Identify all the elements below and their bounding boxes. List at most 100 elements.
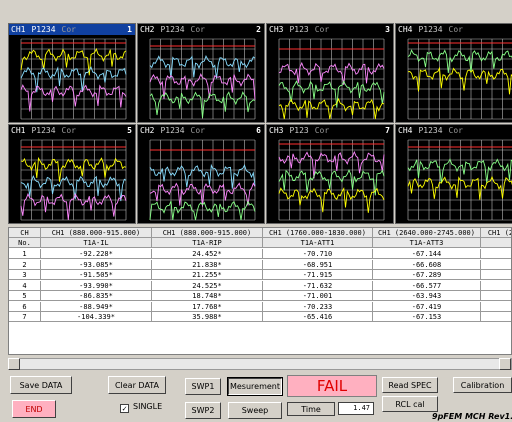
- trace-line: [407, 158, 512, 184]
- table-cell-empty: [481, 259, 511, 270]
- table-cell: 6: [9, 301, 41, 312]
- trace-panel[interactable]: CH3 P123 Cor 7: [266, 124, 394, 224]
- trace-plot: [149, 38, 256, 120]
- table-cell: 17.768*: [152, 301, 263, 312]
- trace-line: [278, 79, 385, 108]
- channel-label: CH4: [398, 25, 413, 34]
- swp1-button[interactable]: SWP1: [185, 378, 221, 395]
- panel-header: CH2 P1234 Cor 6: [138, 125, 264, 136]
- mode-label: Cor: [190, 126, 205, 135]
- trace-line: [407, 49, 512, 74]
- column-subheader: T1A-RIP: [152, 238, 263, 248]
- trace-panel[interactable]: CH4P1234Cor8: [395, 124, 512, 224]
- table-cell: -66.608: [373, 259, 481, 270]
- table-cell: -93.085*: [41, 259, 152, 270]
- table-cell: -66.577: [373, 280, 481, 291]
- scroll-left[interactable]: [8, 358, 20, 370]
- calibration-button[interactable]: Calibration: [453, 377, 512, 393]
- panel-index: 6: [256, 126, 261, 135]
- ports-label: P1234: [418, 25, 443, 34]
- time-label: Time: [287, 402, 335, 416]
- mode-label: Cor: [448, 25, 463, 34]
- result-table: CH CH1 (880.000-915.000) CH1 (880.000-915.…: [8, 227, 512, 355]
- panel-header: CH4P1234Cor4: [396, 24, 512, 35]
- trace-panel[interactable]: CH1 P1234 Cor 5: [8, 124, 136, 224]
- channel-label: CH1: [11, 25, 26, 34]
- table-cell: 24.525*: [152, 280, 263, 291]
- trace-line: [149, 163, 256, 189]
- footer-label: 9pFEM MCH Rev1.0: [432, 412, 512, 421]
- column-header: CH: [9, 228, 41, 238]
- column-header: CH1 (880.000-915.000): [41, 228, 152, 238]
- table-cell: -65.416: [263, 312, 373, 322]
- panel-index: 7: [385, 126, 390, 135]
- mode-label: Cor: [448, 126, 463, 135]
- trace-line: [149, 54, 256, 79]
- table-cell: -67.289: [373, 270, 481, 280]
- mode-label: Cor: [61, 126, 76, 135]
- trace-line: [278, 168, 385, 196]
- swp2-button[interactable]: SWP2: [185, 402, 221, 419]
- panel-header: CH1 P1234 Cor 1: [9, 24, 135, 35]
- trace-line: [149, 182, 256, 207]
- panel-index: 3: [385, 25, 390, 34]
- table-cell: 5: [9, 291, 41, 301]
- clear-button[interactable]: Clear DATA: [108, 376, 166, 394]
- ports-label: P1234: [418, 126, 443, 135]
- single-checkbox[interactable]: ✓: [120, 404, 129, 413]
- column-subheader: T1A-ATT3: [373, 238, 481, 248]
- scroll-right[interactable]: [499, 358, 511, 370]
- mode-label: Cor: [314, 25, 330, 34]
- trace-plot: [20, 38, 127, 120]
- table-cell: -67.419: [373, 301, 481, 312]
- save-button[interactable]: Save DATA: [10, 376, 72, 394]
- table-cell-empty: [481, 249, 511, 259]
- ports-label: P1234: [160, 126, 185, 135]
- mode-label: Cor: [190, 25, 205, 34]
- table-cell: -86.835*: [41, 291, 152, 301]
- trace-panel[interactable]: CH4P1234Cor4: [395, 23, 512, 123]
- table-cell: -71.632: [263, 280, 373, 291]
- sweep-button[interactable]: Sweep: [228, 402, 282, 419]
- trace-plot: [407, 139, 512, 221]
- table-cell: -71.001: [263, 291, 373, 301]
- end-button[interactable]: END: [12, 400, 56, 418]
- trace-panel[interactable]: CH2 P1234 Cor 6: [137, 124, 265, 224]
- trace-panel[interactable]: CH1 P1234 Cor 1: [8, 23, 136, 123]
- table-cell-empty: [481, 312, 511, 322]
- table-cell-empty: [481, 270, 511, 280]
- table-cell: -93.990*: [41, 280, 152, 291]
- rcl-cal-button[interactable]: RCL cal: [382, 396, 438, 412]
- trace-line: [278, 187, 385, 213]
- measurement-button[interactable]: Mesurement: [227, 377, 283, 396]
- trace-line: [20, 192, 127, 221]
- trace-panel[interactable]: CH2 P1234 Cor 2: [137, 23, 265, 123]
- column-header: CH1 (1760.000-1830.000): [263, 228, 373, 238]
- ports-label: P123: [289, 126, 309, 135]
- table-cell: -71.915: [263, 270, 373, 280]
- trace-line: [149, 73, 256, 100]
- time-value: 1.47: [338, 402, 374, 415]
- panel-header: CH1 P1234 Cor 5: [9, 125, 135, 136]
- read-spec-button[interactable]: Read SPEC: [382, 377, 438, 393]
- trace-line: [20, 47, 127, 76]
- trace-plot: [20, 139, 127, 221]
- trace-line: [407, 175, 512, 200]
- panel-index: 5: [127, 126, 132, 135]
- table-cell-empty: [481, 301, 511, 312]
- ports-label: P1234: [31, 126, 56, 135]
- table-cell: -67.153: [373, 312, 481, 322]
- table-cell: 35.988*: [152, 312, 263, 322]
- trace-plot: [407, 38, 512, 120]
- table-cell: 2: [9, 259, 41, 270]
- trace-line: [20, 174, 127, 202]
- trace-line: [20, 66, 127, 93]
- channel-label: CH3: [269, 25, 284, 34]
- channel-label: CH2: [140, 126, 155, 135]
- column-subheader: T1A-IL: [41, 238, 152, 248]
- table-cell-empty: [481, 280, 511, 291]
- table-cell: -92.228*: [41, 249, 152, 259]
- trace-panel[interactable]: CH3 P123 Cor 3: [266, 23, 394, 123]
- table-cell: -70.233: [263, 301, 373, 312]
